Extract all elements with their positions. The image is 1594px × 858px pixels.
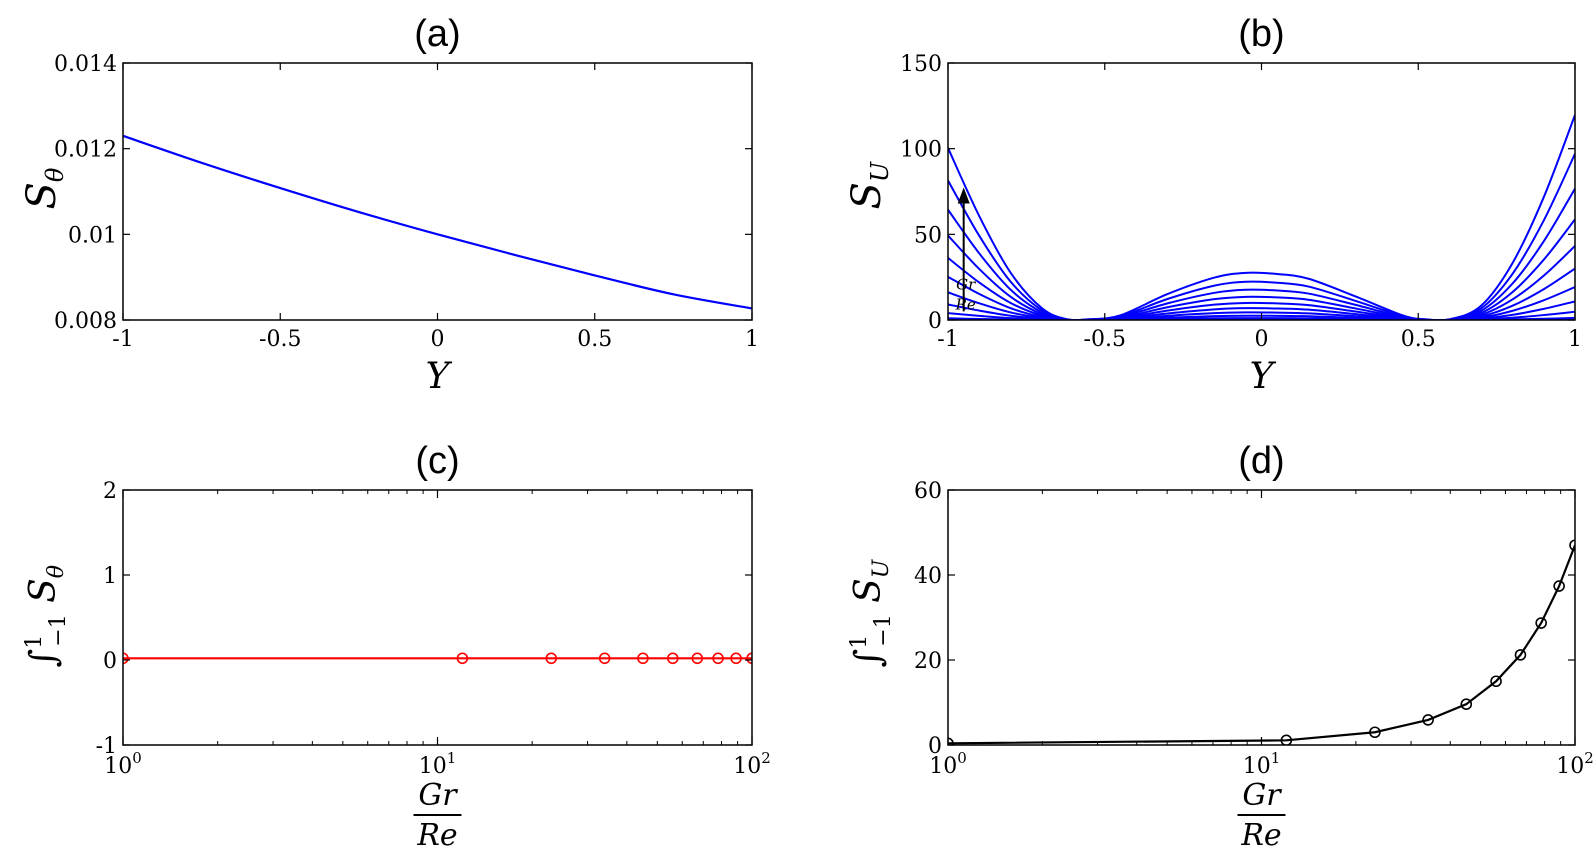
data-point (1369, 726, 1381, 739)
x-tick-label: 0.5 (1401, 327, 1436, 352)
chart-panel-a: (a) 0.008 0.01 0.012 0.014 -1 -0.5 0 0.5 1 Y Sθ (19, 13, 759, 397)
x-tick-label: 0 (431, 327, 445, 352)
data-point (730, 652, 742, 665)
panel-title: (d) (1238, 440, 1284, 482)
panel-title: (b) (1238, 13, 1284, 55)
series-line (948, 544, 1575, 745)
x-tick-label: 101 (419, 749, 457, 779)
series-c-0 (123, 652, 752, 665)
panel-title: (c) (415, 440, 459, 482)
x-tick-label: 0.5 (577, 327, 612, 352)
y-tick-label: 100 (900, 138, 942, 163)
y-label-text: SU (844, 161, 894, 209)
series-line (123, 134, 752, 310)
profile-line-6 (948, 245, 1575, 320)
profile-line-9 (948, 153, 1575, 320)
x-tick-label: 100 (104, 749, 142, 779)
x-tick-label: -1 (112, 327, 133, 352)
x-tick-label: 102 (1556, 749, 1594, 779)
y-tick-label: 150 (900, 52, 942, 77)
y-label-text: Sθ (19, 167, 69, 209)
plot-frame (122, 489, 753, 746)
y-tick-label: 1 (103, 564, 117, 589)
y-tick-label: 0 (928, 309, 942, 334)
chart-panel-d: (d) 0 20 40 60 100 101 102 Gr Re ∫1−1 SU (847, 440, 1594, 853)
x-label-numerator: Gr (1242, 778, 1282, 813)
series-a-0 (123, 134, 752, 310)
data-point (1553, 580, 1565, 592)
profile-line-7 (948, 218, 1575, 320)
data-point (667, 652, 679, 665)
data-point (1535, 617, 1547, 629)
y-axis-label: Sθ (19, 167, 69, 209)
y-label-text: ∫1−1 Sθ (22, 565, 71, 668)
x-label-numerator: Gr (418, 778, 458, 813)
data-point (746, 652, 752, 665)
y-axis-label: SU (844, 161, 894, 209)
profile-line-5 (948, 267, 1575, 320)
y-tick-label: 0.014 (54, 52, 117, 77)
profile-line-10 (948, 114, 1575, 320)
x-axis-label: Gr Re (413, 778, 462, 853)
x-tick-label: 1 (1568, 327, 1582, 352)
chart-panel-c: (c) -1 0 1 2 100 101 102 Gr Re ∫1−1 Sθ (22, 440, 771, 853)
y-tick-label: 0.012 (54, 138, 117, 163)
x-tick-label: -1 (937, 327, 958, 352)
x-axis-label: Y (426, 356, 453, 397)
plot-frame (947, 489, 1576, 746)
plot-frame (122, 62, 753, 321)
profile-line-8 (948, 188, 1575, 320)
y-axis-label: ∫1−1 SU (847, 558, 896, 667)
y-tick-label: 2 (103, 479, 117, 504)
y-tick-label: 0 (928, 734, 942, 759)
x-tick-label: -0.5 (1084, 327, 1126, 352)
data-point (948, 737, 954, 745)
y-tick-label: 0.01 (68, 223, 117, 248)
y-label-text: ∫1−1 SU (847, 558, 896, 667)
x-tick-label: 100 (929, 749, 967, 779)
y-tick-label: 50 (914, 223, 942, 248)
data-point (1490, 675, 1502, 688)
y-tick-label: 60 (914, 479, 942, 504)
data-point (637, 652, 649, 665)
annotation-arrow-head (957, 187, 970, 204)
y-tick-label: 40 (914, 564, 942, 589)
data-point (1460, 698, 1473, 711)
data-point (545, 652, 558, 665)
y-tick-label: 0 (103, 649, 117, 674)
plot-area (948, 114, 1575, 320)
y-tick-label: -1 (96, 734, 117, 759)
x-label-denominator: Re (416, 818, 457, 853)
x-axis-label: Y (1250, 356, 1277, 397)
x-axis-label: Gr Re (1237, 778, 1286, 853)
data-point (1422, 714, 1434, 726)
plot-area (948, 539, 1575, 745)
data-point (712, 652, 724, 665)
data-point (598, 652, 611, 665)
data-point (1514, 649, 1527, 661)
plot-area (123, 652, 752, 665)
plot-area (123, 134, 752, 310)
x-tick-label: 1 (745, 327, 759, 352)
data-point (1569, 539, 1575, 552)
annotation-numerator: Gr (956, 275, 976, 293)
y-tick-label: 20 (914, 649, 942, 674)
series-d-0 (948, 539, 1575, 745)
data-point (123, 652, 129, 665)
data-point (691, 652, 704, 665)
x-tick-label: 102 (733, 749, 771, 779)
panel-title: (a) (414, 13, 460, 55)
x-label-denominator: Re (1240, 818, 1281, 853)
x-tick-label: -0.5 (259, 327, 301, 352)
y-axis-label: ∫1−1 Sθ (22, 565, 71, 668)
annotation-denominator: Re (955, 295, 976, 313)
data-point (456, 652, 469, 665)
gr-re-arrow-annotation: Gr Re (955, 187, 976, 313)
data-point (1280, 734, 1293, 745)
y-tick-label: 0.008 (54, 309, 117, 334)
x-tick-label: 101 (1243, 749, 1281, 779)
x-tick-label: 0 (1255, 327, 1269, 352)
chart-panel-b: (b) 0 50 100 150 -1 -0.5 0 0.5 1 Y SU Gr Re (844, 13, 1582, 397)
